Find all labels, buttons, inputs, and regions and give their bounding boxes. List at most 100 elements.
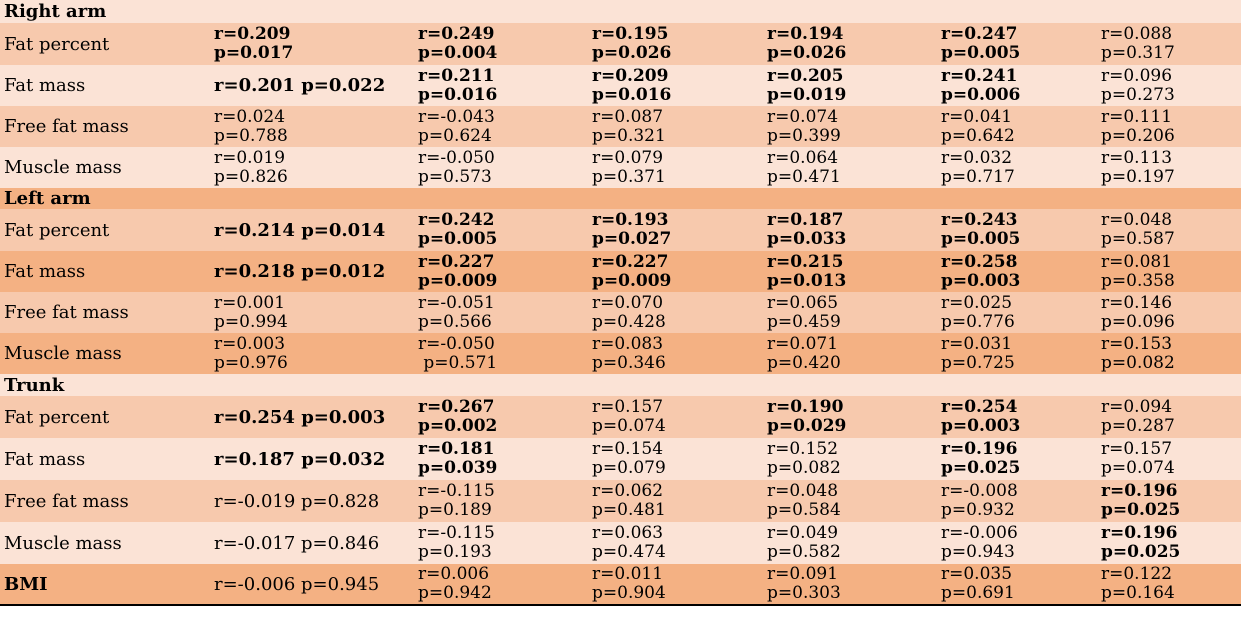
p-value: p=0.582: [767, 542, 841, 562]
p-value: p=0.005: [941, 43, 1021, 63]
correlation-cell: r=0.122 p=0.164: [1101, 564, 1175, 604]
p-value: p=0.474: [592, 542, 666, 562]
correlation-cell: r=0.094 p=0.287: [1101, 396, 1175, 438]
p-value: p=0.321: [592, 125, 666, 146]
r-value: r=-0.008: [941, 481, 1018, 501]
correlation-cell: r=0.157 p=0.074: [592, 396, 666, 438]
r-value: r=0.088: [1101, 24, 1173, 44]
p-value: p=0.932: [941, 500, 1015, 520]
correlation-cell: r=0.083 p=0.346: [592, 333, 666, 374]
correlation-value: r=0.187 p=0.032: [214, 448, 386, 470]
row-label: Fat percent: [4, 219, 110, 241]
r-value: r=0.079: [592, 147, 664, 168]
p-value: p=0.027: [592, 229, 672, 249]
r-value: r=0.209: [592, 65, 669, 86]
r-value: r=0.209: [214, 24, 291, 44]
p-value: p=0.189: [418, 500, 492, 520]
r-value: r=0.094: [1101, 397, 1173, 417]
r-value: r=0.190: [767, 397, 844, 417]
r-value: r=-0.006: [941, 523, 1018, 543]
p-value: p=0.079: [592, 458, 666, 478]
p-value: p=0.994: [214, 311, 288, 332]
table-row: Fat mass r=0.218 p=0.012 r=0.227 p=0.009 r=0…: [0, 251, 1241, 292]
correlation-cell: r=-0.006 p=0.945: [214, 564, 379, 604]
correlation-cell: r=0.227 p=0.009: [592, 251, 671, 292]
p-value: p=0.164: [1101, 583, 1175, 603]
row-label: Muscle mass: [4, 532, 122, 554]
correlation-cell: r=0.048 p=0.584: [767, 480, 841, 522]
p-value: p=0.206: [1101, 125, 1175, 146]
r-value: r=0.194: [767, 24, 844, 44]
p-value: p=0.942: [418, 583, 492, 603]
r-value: r=-0.043: [418, 106, 495, 127]
correlation-cell: r=0.152 p=0.082: [767, 438, 841, 480]
row-label: Muscle mass: [4, 157, 122, 178]
table-row: Free fat mass r=-0.019 p=0.828 r=-0.115 p=0…: [0, 480, 1241, 522]
row-label: Free fat mass: [4, 302, 129, 323]
correlation-cell: r=0.001 p=0.994: [214, 292, 288, 333]
r-value: r=0.241: [941, 65, 1018, 86]
p-value: p=0.025: [941, 458, 1021, 478]
correlation-cell: r=-0.051 p=0.566: [418, 292, 495, 333]
section-header-row: Left arm: [0, 188, 1241, 209]
correlation-cell: r=-0.019 p=0.828: [214, 480, 379, 522]
correlation-cell: r=0.211 p=0.016: [418, 65, 497, 106]
table-row: Free fat mass r=0.024 p=0.788 r=-0.043 p=0.6…: [0, 106, 1241, 147]
p-value: p=0.197: [1101, 166, 1175, 187]
correlation-cell: r=0.074 p=0.399: [767, 106, 841, 147]
p-value: p=0.003: [941, 270, 1021, 291]
table-row: Fat mass r=0.201 p=0.022 r=0.211 p=0.016 r=0…: [0, 65, 1241, 106]
r-value: r=0.181: [418, 439, 495, 459]
r-value: r=0.227: [592, 251, 669, 272]
correlation-value: r=0.254 p=0.003: [214, 406, 386, 428]
r-value: r=0.049: [767, 523, 839, 543]
p-value: p=0.428: [592, 311, 666, 332]
correlation-cell: r=0.032 p=0.717: [941, 147, 1015, 188]
r-value: r=-0.051: [418, 292, 495, 313]
p-value: p=0.033: [767, 229, 847, 249]
correlation-cell: r=0.153 p=0.082: [1101, 333, 1175, 374]
correlation-cell: r=-0.050 p=0.571: [418, 333, 497, 374]
p-value: p=0.587: [1101, 229, 1175, 249]
section-title: Trunk: [4, 374, 65, 396]
correlation-cell: r=0.254 p=0.003: [214, 396, 385, 438]
correlation-cell: r=0.113 p=0.197: [1101, 147, 1175, 188]
p-value: p=0.471: [767, 166, 841, 187]
r-value: r=0.024: [214, 106, 286, 127]
p-value: p=0.005: [418, 229, 498, 249]
p-value: p=0.026: [767, 43, 847, 63]
p-value: p=0.459: [767, 311, 841, 332]
r-value: r=0.006: [418, 564, 490, 584]
p-value: p=0.904: [592, 583, 666, 603]
correlation-cell: r=-0.043 p=0.624: [418, 106, 495, 147]
correlation-cell: r=0.215 p=0.013: [767, 251, 846, 292]
r-value: r=0.157: [592, 397, 664, 417]
r-value: r=0.243: [941, 210, 1018, 230]
r-value: r=0.035: [941, 564, 1013, 584]
row-label: Fat mass: [4, 75, 86, 96]
p-value: p=0.026: [592, 43, 672, 63]
correlation-cell: r=-0.115 p=0.189: [418, 480, 495, 522]
correlation-cell: r=0.079 p=0.371: [592, 147, 666, 188]
p-value: p=0.019: [767, 84, 847, 105]
correlation-cell: r=0.003 p=0.976: [214, 333, 288, 374]
r-value: r=0.031: [941, 333, 1013, 354]
section-header-row: Right arm: [0, 0, 1241, 23]
r-value: r=0.064: [767, 147, 839, 168]
r-value: r=0.196: [1101, 481, 1178, 501]
r-value: r=0.196: [941, 439, 1018, 459]
correlation-cell: r=0.187 p=0.032: [214, 438, 385, 480]
correlation-cell: r=0.096 p=0.273: [1101, 65, 1175, 106]
p-value: p=0.976: [214, 352, 288, 373]
r-value: r=0.153: [1101, 333, 1173, 354]
r-value: r=0.081: [1101, 251, 1173, 272]
correlation-cell: r=-0.008 p=0.932: [941, 480, 1018, 522]
row-label: Fat percent: [4, 406, 110, 428]
table-row: Fat mass r=0.187 p=0.032 r=0.181 p=0.039 r=0…: [0, 438, 1241, 480]
r-value: r=0.254: [941, 397, 1018, 417]
r-value: r=0.111: [1101, 106, 1173, 127]
correlation-cell: r=0.258 p=0.003: [941, 251, 1020, 292]
correlation-cell: r=0.065 p=0.459: [767, 292, 841, 333]
r-value: r=0.122: [1101, 564, 1173, 584]
r-value: r=0.152: [767, 439, 839, 459]
